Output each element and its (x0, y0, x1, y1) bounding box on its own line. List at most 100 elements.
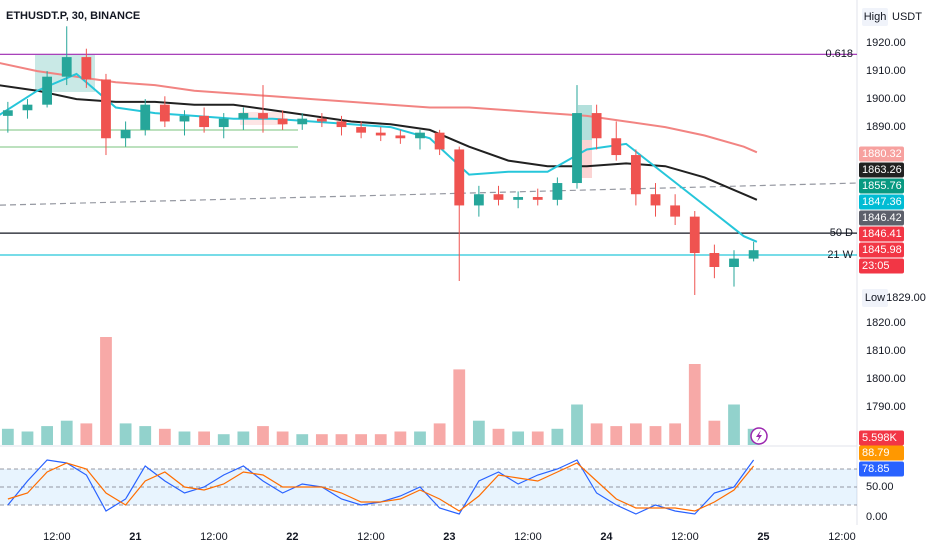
price-tag: 1846.41 (859, 226, 904, 242)
trendline (0, 182, 858, 206)
candle-body (2, 110, 13, 116)
level-label: 21 W (827, 249, 853, 261)
volume-bar (590, 423, 603, 445)
price-tag: 1880.32 (859, 146, 904, 162)
volume-bar (355, 434, 368, 445)
volume-bar (158, 428, 171, 445)
price-tag-box (859, 445, 904, 461)
price-tag-label: 1855.76 (862, 180, 902, 192)
x-tick-label: 12:00 (828, 531, 856, 543)
volume-bar (276, 431, 289, 445)
price-tag-label: 1880.32 (862, 148, 902, 160)
candle-body (630, 155, 641, 195)
candle-body (297, 118, 308, 125)
candle-body (748, 250, 759, 259)
candle-body (218, 118, 229, 128)
price-tag-box (859, 226, 904, 242)
volume-bar (315, 434, 328, 445)
candle-body (179, 115, 190, 122)
low-label: Low (865, 292, 885, 304)
price-tag: 23:05 (859, 258, 904, 274)
y-tick-label: 1890.00 (866, 121, 906, 133)
volume-bar (512, 431, 525, 445)
candle-body (336, 121, 347, 128)
candle-body (709, 253, 720, 267)
volume-bar (237, 431, 250, 445)
candle-body (689, 216, 700, 254)
candle-body (415, 132, 425, 139)
price-tag-label: 5.598K (862, 432, 898, 444)
y-tick-label: 1820.00 (866, 317, 906, 329)
y-tick-label: 1920.00 (866, 37, 906, 49)
price-tag: 1846.42 (859, 210, 904, 226)
candle-body (650, 194, 661, 206)
price-tag: 1845.98 (859, 242, 904, 258)
low-value: 1829.00 (886, 292, 926, 304)
currency[interactable]: USDT (892, 11, 922, 23)
candle-body (395, 135, 406, 139)
candle-body (101, 79, 111, 139)
price-tag-box (859, 210, 904, 226)
x-tick-label: 12:00 (671, 531, 699, 543)
candle-body (473, 194, 484, 206)
price-tag: 1863.26 (859, 162, 904, 178)
candle-body (532, 197, 543, 200)
low-box (862, 289, 888, 307)
volume-bar (708, 420, 721, 445)
volume-bar (492, 428, 505, 445)
candle-body (277, 118, 288, 125)
volume-bar (139, 426, 152, 445)
price-tag-box (859, 242, 904, 258)
x-tick-label: 22 (286, 531, 298, 543)
volume-bar (1, 428, 14, 445)
price-tag-label: 1847.36 (862, 196, 902, 208)
volume-bar (728, 404, 740, 445)
price-tag-box (859, 258, 904, 274)
candle-body (611, 138, 622, 156)
volume-bar (100, 337, 112, 445)
price-tag-label: 1846.41 (862, 228, 902, 240)
x-tick-label: 12:00 (357, 531, 385, 543)
chart-title: ETHUSDT.P, 30, BINANCE (6, 10, 140, 22)
x-tick-label: 24 (600, 531, 613, 543)
candle-body (572, 113, 582, 184)
x-tick-label: 12:00 (514, 531, 542, 543)
level-label: 50 D (830, 227, 853, 239)
price-tag: 1855.76 (859, 178, 904, 194)
volume-bar (453, 369, 466, 445)
price-tag-label: 1845.98 (862, 244, 902, 256)
candle-body (120, 129, 131, 139)
y-tick-label: 1810.00 (866, 345, 906, 357)
candle-body (316, 118, 327, 122)
volume-bar (610, 426, 623, 445)
candle-body (454, 149, 465, 206)
price-tag-label: 1846.42 (862, 212, 902, 224)
volume-bar (374, 434, 387, 445)
plot: 50.00 0.00 1920.00 1910.00 1900.00 1890.00 182… (0, 26, 906, 543)
candle-body (159, 104, 170, 122)
candle-body (591, 113, 602, 139)
x-tick-label: 21 (129, 531, 141, 543)
volume-bar (119, 423, 132, 445)
x-tick-label: 25 (757, 531, 769, 543)
candle-body (81, 57, 92, 80)
high-button[interactable] (862, 8, 888, 26)
candle-body (199, 115, 210, 128)
alert-icon-bolt (756, 430, 762, 442)
price-tag-label: 23:05 (862, 260, 890, 272)
volume-bar (629, 423, 642, 445)
price-tag-box (859, 461, 904, 477)
oscillator-tick-label: 0.00 (866, 511, 887, 523)
price-tag-label: 88.79 (862, 447, 890, 459)
x-tick-label: 12:00 (43, 531, 71, 543)
candle-body (375, 132, 386, 136)
y-tick-label: 1800.00 (866, 373, 906, 385)
volume-bar (531, 431, 544, 445)
high-label[interactable]: High (864, 11, 887, 23)
candle-body (238, 113, 249, 119)
oscillator-tick-label: 50.00 (866, 481, 894, 493)
candle-body (42, 76, 53, 105)
volume-bar (21, 431, 34, 445)
volume-bar (669, 423, 682, 445)
